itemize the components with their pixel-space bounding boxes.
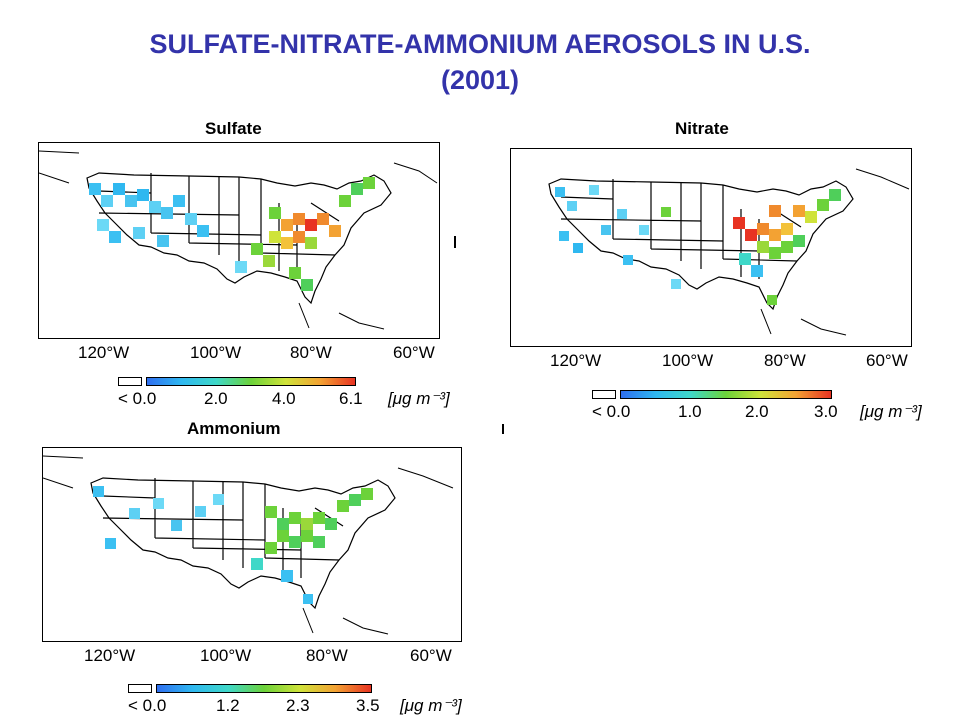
coastline-detail — [43, 455, 454, 635]
nitrate-map-svg — [548, 168, 910, 336]
ammonium-lon-100w: 100°W — [200, 646, 252, 665]
nitrate-colorbar-below-zero — [592, 390, 616, 399]
ammonium-lon-120w: 120°W — [84, 646, 136, 665]
map-nitrate — [510, 148, 912, 347]
ammonium-colorbar — [156, 684, 372, 693]
us-outline — [548, 178, 854, 311]
sulfate-lon-120w: 120°W — [78, 343, 130, 362]
page-subtitle-year: (2001) — [440, 65, 520, 95]
ammonium-tick-1: 1.2 — [216, 696, 240, 715]
nitrate-lon-60w: 60°W — [866, 351, 908, 370]
crop-artifact — [454, 236, 456, 248]
page-title: SULFATE-NITRATE-AMMONIUM AEROSOLS IN U.S… — [149, 29, 811, 59]
ammonium-tick-0: < 0.0 — [128, 696, 167, 715]
nitrate-data-cells — [555, 185, 841, 305]
sulfate-colorbar-below-zero — [118, 377, 142, 386]
crop-artifact — [502, 424, 504, 434]
ammonium-units: [μg m⁻³] — [400, 696, 462, 715]
sulfate-lon-100w: 100°W — [190, 343, 242, 362]
sulfate-tick-0: < 0.0 — [118, 389, 157, 408]
sulfate-colorbar — [146, 377, 356, 386]
panel-label-sulfate: Sulfate — [205, 119, 262, 138]
sulfate-tick-2: 4.0 — [272, 389, 296, 408]
ammonium-tick-3: 3.5 — [356, 696, 380, 715]
nitrate-units: [μg m⁻³] — [860, 402, 922, 421]
nitrate-lon-80w: 80°W — [764, 351, 806, 370]
panel-label-nitrate: Nitrate — [675, 119, 729, 138]
sulfate-lon-80w: 80°W — [290, 343, 332, 362]
ammonium-map-svg — [43, 455, 454, 635]
coastline-detail — [760, 168, 910, 336]
nitrate-colorbar — [620, 390, 832, 399]
nitrate-lon-100w: 100°W — [662, 351, 714, 370]
coastline-detail — [39, 150, 438, 330]
sulfate-lon-60w: 60°W — [393, 343, 435, 362]
sulfate-map-svg — [39, 150, 438, 330]
ammonium-tick-2: 2.3 — [286, 696, 310, 715]
sulfate-tick-1: 2.0 — [204, 389, 228, 408]
us-outline — [86, 172, 392, 305]
nitrate-tick-0: < 0.0 — [592, 402, 631, 421]
sulfate-units: [μg m⁻³] — [388, 389, 450, 408]
nitrate-tick-2: 2.0 — [745, 402, 769, 421]
nitrate-lon-120w: 120°W — [550, 351, 602, 370]
ammonium-colorbar-below-zero — [128, 684, 152, 693]
ammonium-lon-80w: 80°W — [306, 646, 348, 665]
sulfate-data-cells — [89, 177, 375, 291]
sulfate-tick-3: 6.1 — [339, 389, 363, 408]
ammonium-lon-60w: 60°W — [410, 646, 452, 665]
map-ammonium — [42, 447, 462, 642]
map-sulfate — [38, 142, 440, 339]
ammonium-data-cells — [93, 486, 373, 604]
panel-label-ammonium: Ammonium — [187, 419, 281, 438]
nitrate-tick-1: 1.0 — [678, 402, 702, 421]
nitrate-tick-3: 3.0 — [814, 402, 838, 421]
